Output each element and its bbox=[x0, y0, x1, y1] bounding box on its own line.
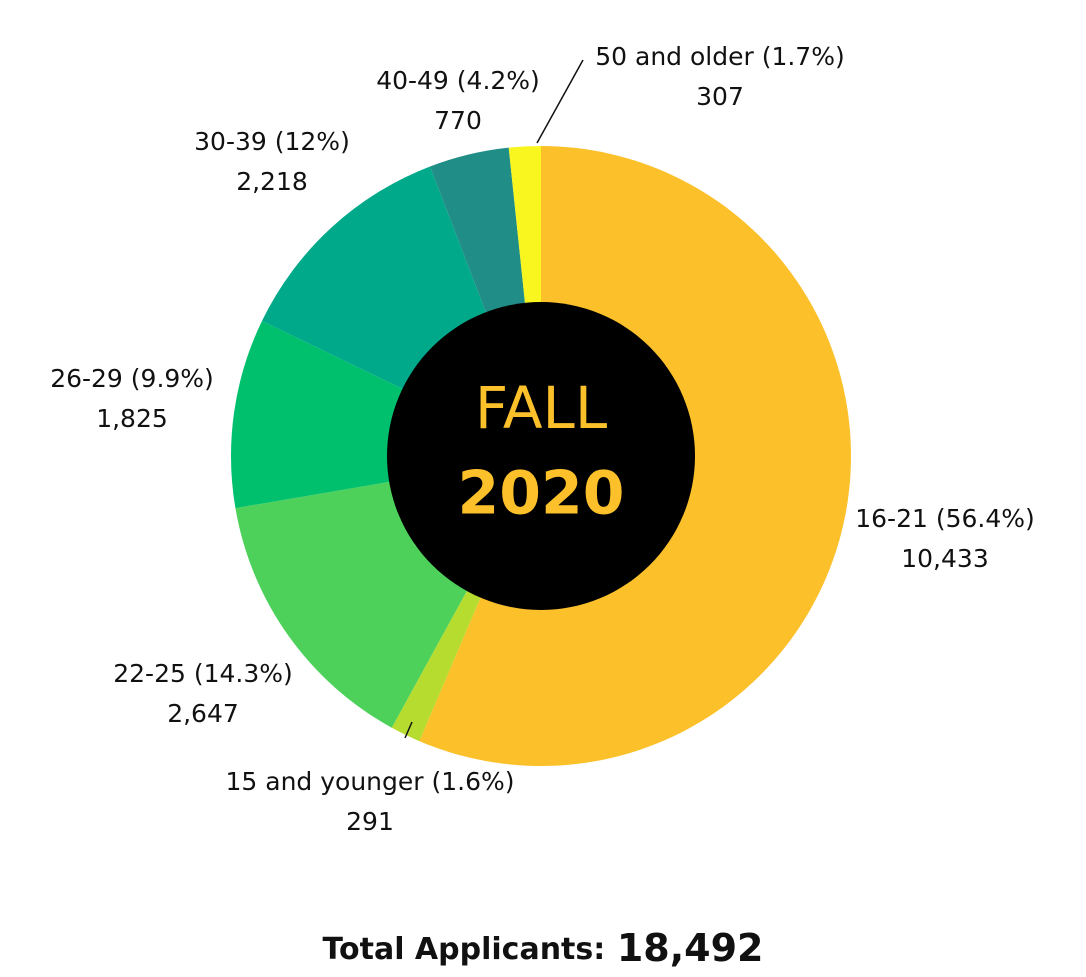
center-text: 2020 bbox=[458, 459, 625, 529]
slice-value: 1,825 bbox=[96, 404, 168, 433]
slice-value: 770 bbox=[434, 106, 482, 135]
total-label: Total Applicants: bbox=[323, 932, 606, 967]
center-hole bbox=[387, 302, 695, 610]
slice-label: 16-21 (56.4%) bbox=[855, 504, 1035, 533]
slice-value: 307 bbox=[696, 82, 744, 111]
slice-label: 50 and older (1.7%) bbox=[595, 42, 844, 71]
slice-label: 30-39 (12%) bbox=[194, 127, 350, 156]
slice-value: 2,218 bbox=[236, 167, 308, 196]
leader-line bbox=[404, 721, 413, 739]
slice-label: 15 and younger (1.6%) bbox=[225, 767, 514, 796]
total-value: 18,492 bbox=[617, 926, 764, 970]
leader-line bbox=[536, 59, 584, 144]
total: Total Applicants: 18,492 bbox=[323, 926, 764, 970]
slice-label: 40-49 (4.2%) bbox=[376, 66, 540, 95]
slice-value: 10,433 bbox=[901, 544, 988, 573]
slice-label: 26-29 (9.9%) bbox=[50, 364, 214, 393]
slice-label: 22-25 (14.3%) bbox=[113, 659, 293, 688]
center-text: FALL bbox=[475, 374, 607, 442]
slice-value: 2,647 bbox=[167, 699, 239, 728]
slice-value: 291 bbox=[346, 807, 394, 836]
